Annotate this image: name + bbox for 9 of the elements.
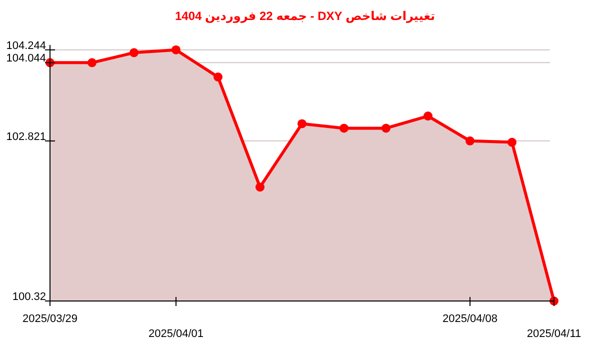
y-tick-label: 104.044 xyxy=(6,52,46,65)
x-tick-label: 2025/03/29 xyxy=(22,313,78,325)
x-tick-label: 2025/04/08 xyxy=(442,313,498,325)
y-tick-label: 102.821 xyxy=(6,130,46,143)
x-tick-label: 2025/04/01 xyxy=(148,328,204,340)
y-tick-label: 104.244 xyxy=(6,40,46,52)
y-tick-label: 100.32 xyxy=(12,291,46,303)
x-tick-label: 2025/04/11 xyxy=(526,328,582,340)
chart-title: تغییرات شاخص DXY - جمعه 22 فروردین 1404 xyxy=(174,9,436,23)
